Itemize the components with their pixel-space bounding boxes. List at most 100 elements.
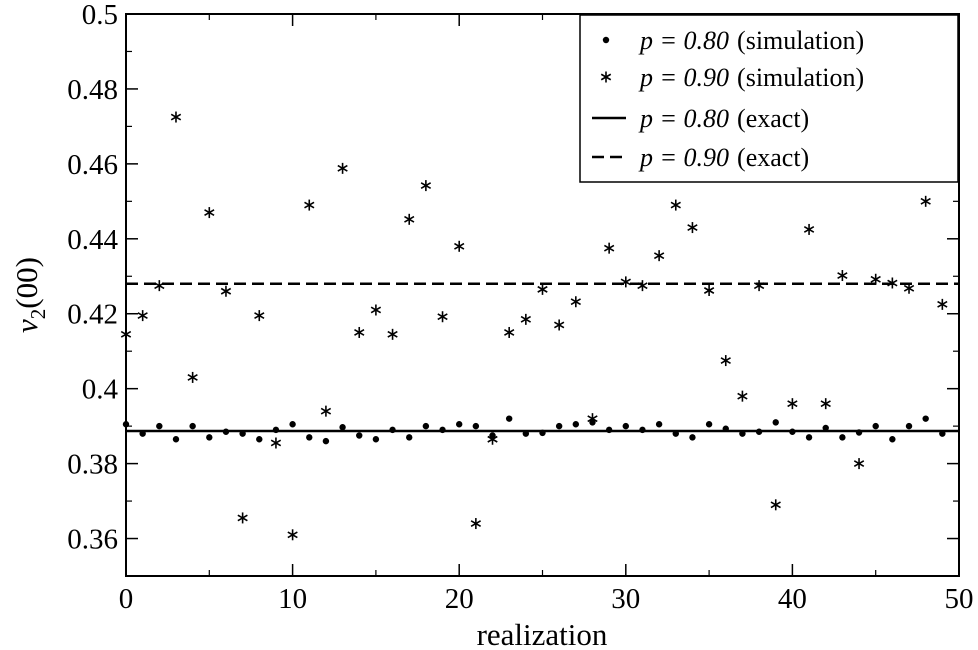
point-p080-sim: [239, 430, 246, 437]
point-p090-sim: [603, 242, 615, 254]
point-p090-sim: [220, 285, 232, 297]
point-p080-sim: [622, 422, 629, 430]
point-p090-sim: [387, 328, 398, 340]
point-p090-sim: [837, 270, 848, 282]
point-p090-sim: [170, 111, 182, 123]
point-p080-sim: [572, 421, 580, 428]
point-p080-sim: [439, 426, 446, 434]
point-p080-sim: [822, 424, 829, 432]
point-p090-sim: [287, 529, 298, 541]
y-axis-title: v2(00): [9, 257, 50, 333]
point-p080-sim: [505, 415, 513, 422]
point-p080-sim: [406, 434, 413, 441]
y-tick-label: 0.5: [82, 0, 118, 31]
x-tick-label: 20: [445, 583, 474, 615]
legend-entry-4: p = 0.90 (exact): [638, 143, 809, 172]
point-p080-sim: [539, 429, 546, 437]
point-p090-sim: [820, 398, 831, 410]
legend-entry-4-math: p = 0.90: [638, 143, 729, 172]
point-p080-sim: [339, 424, 346, 431]
point-p080-sim: [272, 426, 280, 434]
point-p090-sim: [437, 311, 448, 323]
point-p090-sim: [720, 355, 731, 367]
point-p090-sim: [620, 276, 631, 288]
x-tick-label: 0: [119, 583, 134, 615]
point-p090-sim: [587, 413, 598, 425]
point-p090-sim: [537, 283, 548, 295]
point-p080-sim: [289, 421, 296, 428]
y-axis-ticks: 0.36 0.38 0.4 0.42 0.44 0.46 0.48 0.5: [67, 0, 959, 577]
point-p090-sim: [237, 512, 248, 524]
point-p090-sim: [920, 195, 931, 207]
point-p080-sim: [456, 421, 463, 428]
y-axis-title-suffix: (00): [9, 257, 44, 309]
point-p080-sim: [139, 430, 146, 437]
point-p080-sim: [722, 425, 729, 432]
x-tick-label: 50: [945, 583, 974, 615]
legend-box: [579, 14, 959, 183]
point-p090-sim: [154, 280, 165, 292]
y-axis-title-sub: 2: [26, 309, 50, 320]
legend-entry-1-math: p = 0.80: [638, 26, 729, 55]
point-p080-sim: [939, 430, 946, 437]
point-p080-sim: [422, 422, 430, 430]
point-p080-sim: [189, 422, 196, 430]
legend-entry-4-text: (exact): [737, 143, 809, 172]
point-p090-sim: [703, 285, 715, 297]
legend-entry-1: p = 0.80 (simulation): [638, 26, 864, 55]
point-p080-sim: [222, 428, 230, 435]
exact-lines: [126, 282, 959, 433]
point-p080-sim: [172, 436, 180, 443]
point-p080-sim: [522, 430, 530, 437]
point-p090-sim: [254, 310, 265, 322]
legend: p = 0.80 (simulation) p = 0.90 (simulation…: [579, 14, 959, 183]
point-p080-sim: [872, 422, 879, 430]
legend-asterisk-glyph: [600, 71, 612, 83]
point-p090-sim: [653, 250, 665, 262]
point-p090-sim: [337, 162, 348, 174]
legend-entry-2-text: (simulation): [737, 63, 864, 92]
point-p080-sim: [389, 426, 396, 434]
point-p080-sim: [805, 434, 813, 441]
legend-entry-2-math: p = 0.90: [638, 63, 729, 92]
point-p090-sim: [204, 207, 215, 219]
legend-entry-2: p = 0.90 (simulation): [638, 63, 864, 92]
point-p090-sim: [687, 222, 698, 234]
point-p090-sim: [887, 277, 898, 289]
point-p080-sim: [472, 422, 480, 430]
point-p080-sim: [639, 426, 646, 434]
point-p080-sim: [256, 436, 263, 443]
point-p090-sim: [454, 240, 465, 252]
point-p080-sim: [655, 421, 663, 428]
data-points: [120, 111, 948, 541]
point-p090-sim: [470, 518, 482, 530]
y-tick-label: 0.36: [67, 524, 118, 556]
point-p090-sim: [803, 223, 815, 235]
point-p090-sim: [637, 280, 648, 292]
y-axis-title-main: v: [9, 319, 44, 333]
point-p090-sim: [404, 213, 415, 225]
point-p080-sim: [905, 422, 913, 430]
point-p080-sim: [689, 434, 696, 441]
y-tick-label: 0.38: [67, 449, 118, 481]
point-p080-sim: [922, 415, 929, 422]
point-p080-sim: [705, 421, 713, 428]
x-tick-label: 30: [611, 583, 640, 615]
y-tick-label: 0.46: [67, 149, 118, 181]
point-p090-sim: [787, 398, 798, 410]
point-p090-sim: [504, 326, 515, 338]
point-p090-sim: [937, 298, 948, 310]
point-p090-sim: [487, 433, 498, 445]
point-p090-sim: [420, 180, 432, 192]
point-p090-sim: [753, 280, 765, 292]
legend-entry-3-math: p = 0.80: [638, 104, 729, 133]
y-tick-label: 0.44: [67, 224, 118, 256]
point-p080-sim: [372, 436, 380, 443]
point-p090-sim: [354, 326, 365, 338]
point-p080-sim: [889, 436, 896, 443]
point-p080-sim: [206, 434, 213, 441]
point-p080-sim: [555, 422, 563, 430]
point-p090-sim: [853, 458, 865, 470]
y-tick-label: 0.48: [67, 74, 118, 106]
